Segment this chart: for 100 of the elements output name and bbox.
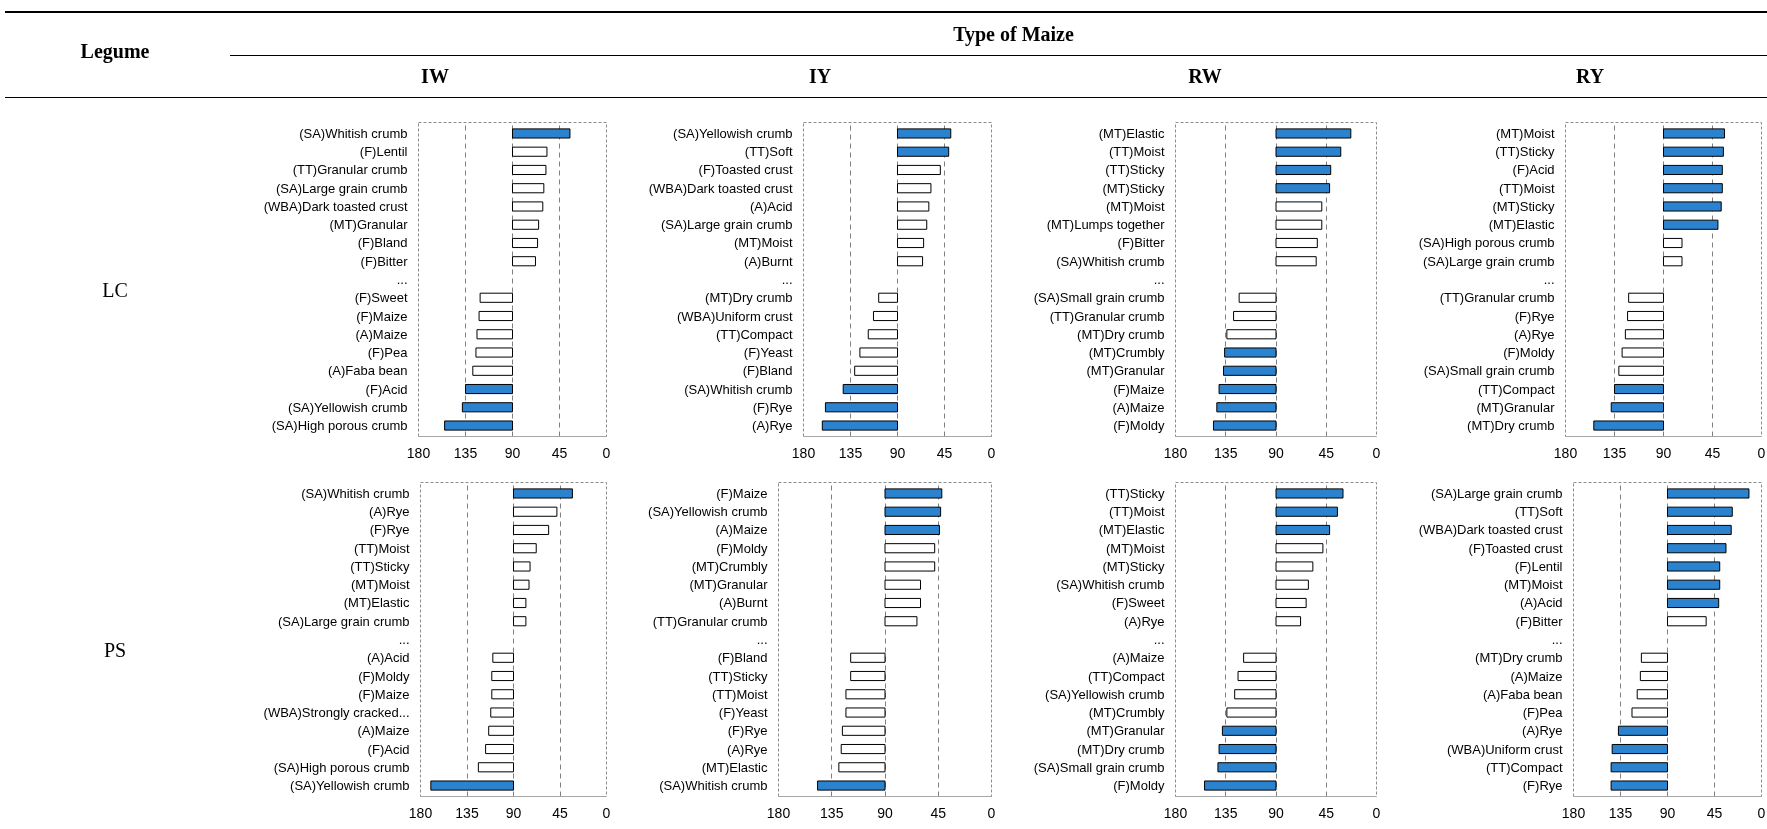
x-tick-label: 135 [453, 444, 478, 461]
y-tick-label: (A)Maize [355, 326, 408, 342]
bar [1212, 420, 1277, 431]
bar [897, 183, 932, 194]
y-tick-label: (TT)Compact [1087, 668, 1165, 684]
y-tick-label: (SA)Small grain crumb [1033, 290, 1165, 306]
text: Type of Maize [952, 23, 1075, 46]
bar [1663, 164, 1723, 176]
x-tick-label: 180 [408, 804, 433, 821]
bar [430, 780, 514, 791]
bar [476, 329, 513, 340]
bar [842, 383, 898, 395]
bar [1621, 347, 1664, 358]
y-tick-label: (A)Rye [1522, 723, 1563, 739]
y-tick-label: (F)Maize [716, 485, 768, 501]
bar [1663, 146, 1724, 157]
y-tick-label: (A)Maize [357, 723, 410, 739]
y-tick-label: ... [1153, 632, 1165, 647]
y-tick-label: (SA)Large grain crumb [661, 217, 793, 233]
y-tick-label: (WBA)Dark toasted crust [1418, 522, 1563, 538]
y-tick-label: (F)Lentil [1514, 558, 1563, 574]
y-tick-label: (WBA)Uniform crust [1446, 741, 1563, 757]
y-tick-label: (MT)Sticky [1102, 180, 1165, 196]
y-tick-label: (TT)Sticky [708, 668, 768, 684]
y-tick-label: (SA)Whitish crumb [1056, 577, 1165, 593]
y-tick-label: (F)Yeast [743, 345, 793, 361]
bar [491, 670, 514, 682]
y-tick-label: (F)Toasted crust [698, 162, 793, 178]
x-tick-label: 45 [930, 804, 947, 821]
bar [884, 597, 921, 609]
y-tick-label: (TT)Soft [744, 144, 793, 160]
bar [1221, 725, 1277, 736]
y-tick-label: (SA)Yellowish crumb [673, 125, 793, 141]
x-tick-label: 90 [504, 444, 521, 461]
bar [1667, 506, 1733, 517]
y-tick-label: (TT)Sticky [350, 558, 410, 574]
text: Legume [79, 40, 151, 63]
y-tick-label: (SA)Yellowish crumb [290, 778, 410, 794]
bar [1233, 310, 1277, 322]
x-tick-label: 0 [1372, 804, 1381, 821]
y-tick-label: (TT)Moist [711, 686, 768, 702]
x-tick-label: 90 [877, 804, 893, 821]
x-tick-label: 135 [1214, 804, 1238, 821]
y-tick-label: (F)Bitter [1117, 235, 1166, 251]
y-tick-label: (A)Acid [1519, 595, 1563, 611]
bar [1243, 652, 1277, 663]
x-tick-label: 135 [820, 804, 844, 821]
bar [512, 183, 545, 194]
x-tick-label: 0 [987, 444, 996, 461]
y-tick-label: (MT)Crumbly [1088, 705, 1165, 721]
y-tick-label: (A)Rye [369, 504, 410, 520]
y-tick-label: (TT)Moist [353, 540, 410, 556]
bar [1610, 762, 1668, 773]
y-tick-label: (A)Acid [366, 650, 410, 666]
bar [1275, 256, 1317, 267]
bar [840, 743, 886, 755]
bar [512, 219, 540, 230]
bar [513, 488, 573, 499]
x-tick-label: 90 [1659, 804, 1676, 821]
y-tick-label: (A)Maize [715, 522, 768, 538]
y-tick-label: (MT)Granular [1086, 363, 1166, 379]
y-tick-label: (F)Bitter [360, 253, 409, 269]
y-tick-label: (A)Rye [1514, 326, 1555, 342]
bar [472, 365, 513, 376]
bar [513, 524, 550, 536]
y-tick-label: (MT)Elastic [1488, 217, 1555, 233]
bar [444, 420, 513, 431]
x-tick-label: 180 [1553, 444, 1578, 461]
y-tick-label: (SA)Small grain crumb [1033, 759, 1165, 775]
y-tick-label: (MT)Dry crumb [1475, 650, 1563, 666]
bar [1636, 689, 1668, 700]
y-tick-label: (A)Rye [1124, 613, 1165, 629]
bar [859, 347, 898, 358]
bar [1593, 420, 1664, 431]
bar [1275, 616, 1302, 627]
y-tick-label: (SA)Yellowish crumb [648, 504, 768, 520]
y-tick-label: (F)Maize [356, 308, 408, 324]
y-tick-label: (MT)Lumps together [1046, 217, 1166, 233]
y-tick-label: (MT)Moist [351, 577, 410, 593]
y-tick-label: (MT)Moist [1106, 198, 1165, 214]
y-tick-label: (SA)Whitish crumb [1056, 253, 1165, 269]
bar [1275, 183, 1331, 194]
x-tick-label: 180 [1561, 804, 1586, 821]
y-tick-label: (A)Maize [1112, 650, 1165, 666]
y-tick-label: (MT)Moist [1504, 577, 1563, 593]
y-tick-label: (F)Toasted crust [1468, 540, 1563, 556]
bar [884, 524, 940, 536]
y-tick-label: (F)Sweet [354, 290, 408, 306]
y-tick-label: (SA)Small grain crumb [1423, 363, 1555, 379]
y-tick-label: (MT)Granular [689, 577, 769, 593]
bar [492, 652, 514, 663]
x-tick-label: 180 [1163, 804, 1188, 821]
y-tick-label: (MT)Elastic [1098, 522, 1165, 538]
y-tick-label: ... [396, 272, 408, 287]
y-tick-label: (SA)Whitish crumb [301, 485, 410, 501]
x-tick-label: 90 [505, 804, 522, 821]
y-tick-label: (MT)Dry crumb [1467, 418, 1555, 434]
category-label: RW [1187, 65, 1223, 88]
bar [1238, 292, 1277, 303]
x-tick-label: 135 [1608, 804, 1633, 821]
